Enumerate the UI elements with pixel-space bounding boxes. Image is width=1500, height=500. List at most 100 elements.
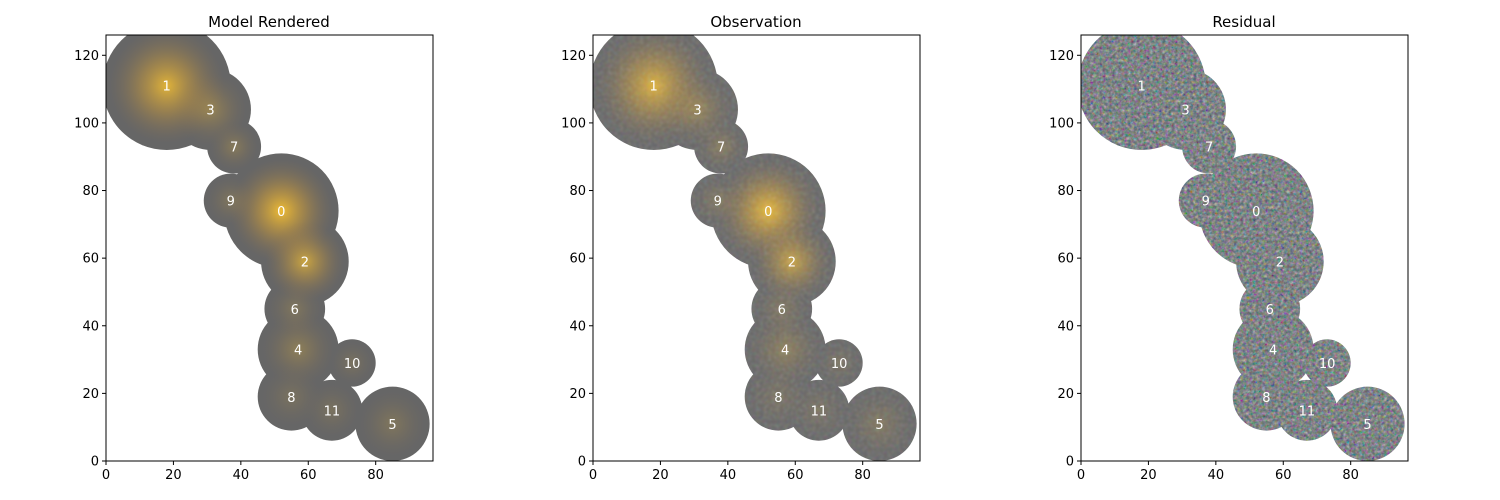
y-tick-label: 40 [569, 319, 586, 334]
x-tick-label: 0 [102, 468, 110, 483]
panel-title-residual: Residual [1212, 13, 1275, 31]
source-label: 8 [287, 391, 295, 406]
source-label: 2 [301, 256, 309, 271]
x-tick-label: 60 [787, 468, 804, 483]
source-glow [330, 341, 374, 385]
source-label: 6 [778, 303, 786, 318]
source-label: 3 [206, 103, 214, 118]
y-tick-label: 20 [1057, 387, 1074, 402]
source-glow [209, 122, 259, 171]
source-label: 8 [774, 391, 782, 406]
x-tick-label: 40 [720, 468, 737, 483]
source-label: 2 [788, 256, 796, 271]
source-glow [304, 382, 360, 438]
image-area-observation [593, 35, 920, 461]
y-tick-label: 120 [1049, 49, 1074, 64]
panel-model: Model Rendered 0 20 40 60 80 020406080100120… [74, 13, 434, 483]
y-tick-label: 100 [1049, 116, 1074, 131]
x-tick-label: 0 [1077, 468, 1085, 483]
source-label: 5 [1363, 418, 1371, 433]
source-label: 4 [294, 343, 302, 358]
y-tick-label: 80 [1057, 184, 1074, 199]
source-label: 5 [875, 418, 883, 433]
source-label: 3 [693, 103, 701, 118]
axes-frame-model [105, 34, 434, 462]
source-labels-observation: 0 1 2 3 4 5 6 7 8 9 10 11 [650, 80, 884, 433]
x-ticks-observation: 0 20 40 60 80 [589, 461, 871, 483]
source-label: 5 [388, 418, 396, 433]
source-label: 0 [1252, 205, 1260, 220]
source-labels-residual: 0 1 2 3 4 5 6 7 8 9 10 11 [1138, 80, 1372, 433]
panel-observation: Observation 0 20 40 60 80 0 20 40 60 80 100 120 0 1… [561, 13, 921, 483]
source-label: 4 [1269, 343, 1277, 358]
source-label: 10 [831, 357, 848, 372]
y-tick-label: 120 [561, 49, 586, 64]
x-tick-label: 20 [165, 468, 182, 483]
source-label: 1 [650, 80, 658, 95]
y-tick-label: 20 [569, 387, 586, 402]
y-tick-label: 20 [82, 387, 99, 402]
source-label: 7 [230, 141, 238, 156]
source-label: 8 [1262, 391, 1270, 406]
image-area-model [106, 35, 433, 461]
y-tick-label: 0 [91, 455, 99, 470]
panel-residual: Residual 0 20 40 60 80 0 20 40 60 80 100 120 0 1 2 3 4… [1049, 13, 1409, 483]
source-label: 7 [717, 141, 725, 156]
y-ticks-model: 0 20 40 60 80 100 120 [74, 49, 106, 470]
y-ticks-observation: 0 20 40 60 80 100 120 [561, 49, 593, 470]
source-label: 0 [277, 205, 285, 220]
source-label: 11 [324, 404, 341, 419]
source-labels-model: 0 1 2 3 4 5 6 7 8 9 10 11 [163, 80, 397, 433]
source-label: 4 [781, 343, 789, 358]
image-area-residual [1081, 35, 1408, 461]
y-tick-label: 60 [569, 252, 586, 267]
y-tick-label: 120 [74, 49, 99, 64]
x-tick-label: 60 [300, 468, 317, 483]
y-tick-label: 0 [578, 455, 586, 470]
x-tick-label: 60 [1275, 468, 1292, 483]
x-tick-label: 20 [1140, 468, 1157, 483]
panel-title-model: Model Rendered [208, 13, 330, 31]
source-label: 7 [1205, 141, 1213, 156]
source-label: 9 [1202, 195, 1210, 210]
source-glow [359, 390, 426, 458]
x-ticks-model: 0 20 40 60 80 [102, 461, 384, 483]
source-glow [206, 176, 256, 226]
source-label: 1 [1138, 80, 1146, 95]
source-label: 0 [764, 205, 772, 220]
x-tick-label: 40 [233, 468, 250, 483]
y-tick-label: 60 [1057, 252, 1074, 267]
source-label: 1 [163, 80, 171, 95]
y-tick-label: 60 [82, 252, 99, 267]
x-tick-label: 80 [1342, 468, 1359, 483]
source-label: 9 [714, 195, 722, 210]
source-label: 10 [344, 357, 361, 372]
y-tick-label: 40 [82, 319, 99, 334]
source-label: 6 [291, 303, 299, 318]
x-tick-label: 0 [589, 468, 597, 483]
x-tick-label: 20 [652, 468, 669, 483]
source-label: 6 [1266, 303, 1274, 318]
axes-frame-residual [1080, 34, 1409, 462]
source-label: 9 [227, 195, 235, 210]
y-tick-label: 40 [1057, 319, 1074, 334]
source-label: 3 [1181, 103, 1189, 118]
y-tick-label: 80 [82, 184, 99, 199]
y-tick-label: 100 [561, 116, 586, 131]
source-label: 11 [1299, 404, 1316, 419]
y-tick-label: 0 [1066, 455, 1074, 470]
x-tick-label: 40 [1208, 468, 1225, 483]
x-tick-label: 80 [854, 468, 871, 483]
y-tick-label: 100 [74, 116, 99, 131]
y-tick-label: 80 [569, 184, 586, 199]
source-glow [267, 281, 323, 337]
source-label: 2 [1276, 256, 1284, 271]
source-label: 11 [811, 404, 828, 419]
source-label: 10 [1319, 357, 1336, 372]
x-ticks-residual: 0 20 40 60 80 [1077, 461, 1359, 483]
x-tick-label: 80 [367, 468, 384, 483]
y-ticks-residual: 0 20 40 60 80 100 120 [1049, 49, 1081, 470]
axes-frame-observation [592, 34, 921, 462]
source-glow [265, 221, 345, 302]
